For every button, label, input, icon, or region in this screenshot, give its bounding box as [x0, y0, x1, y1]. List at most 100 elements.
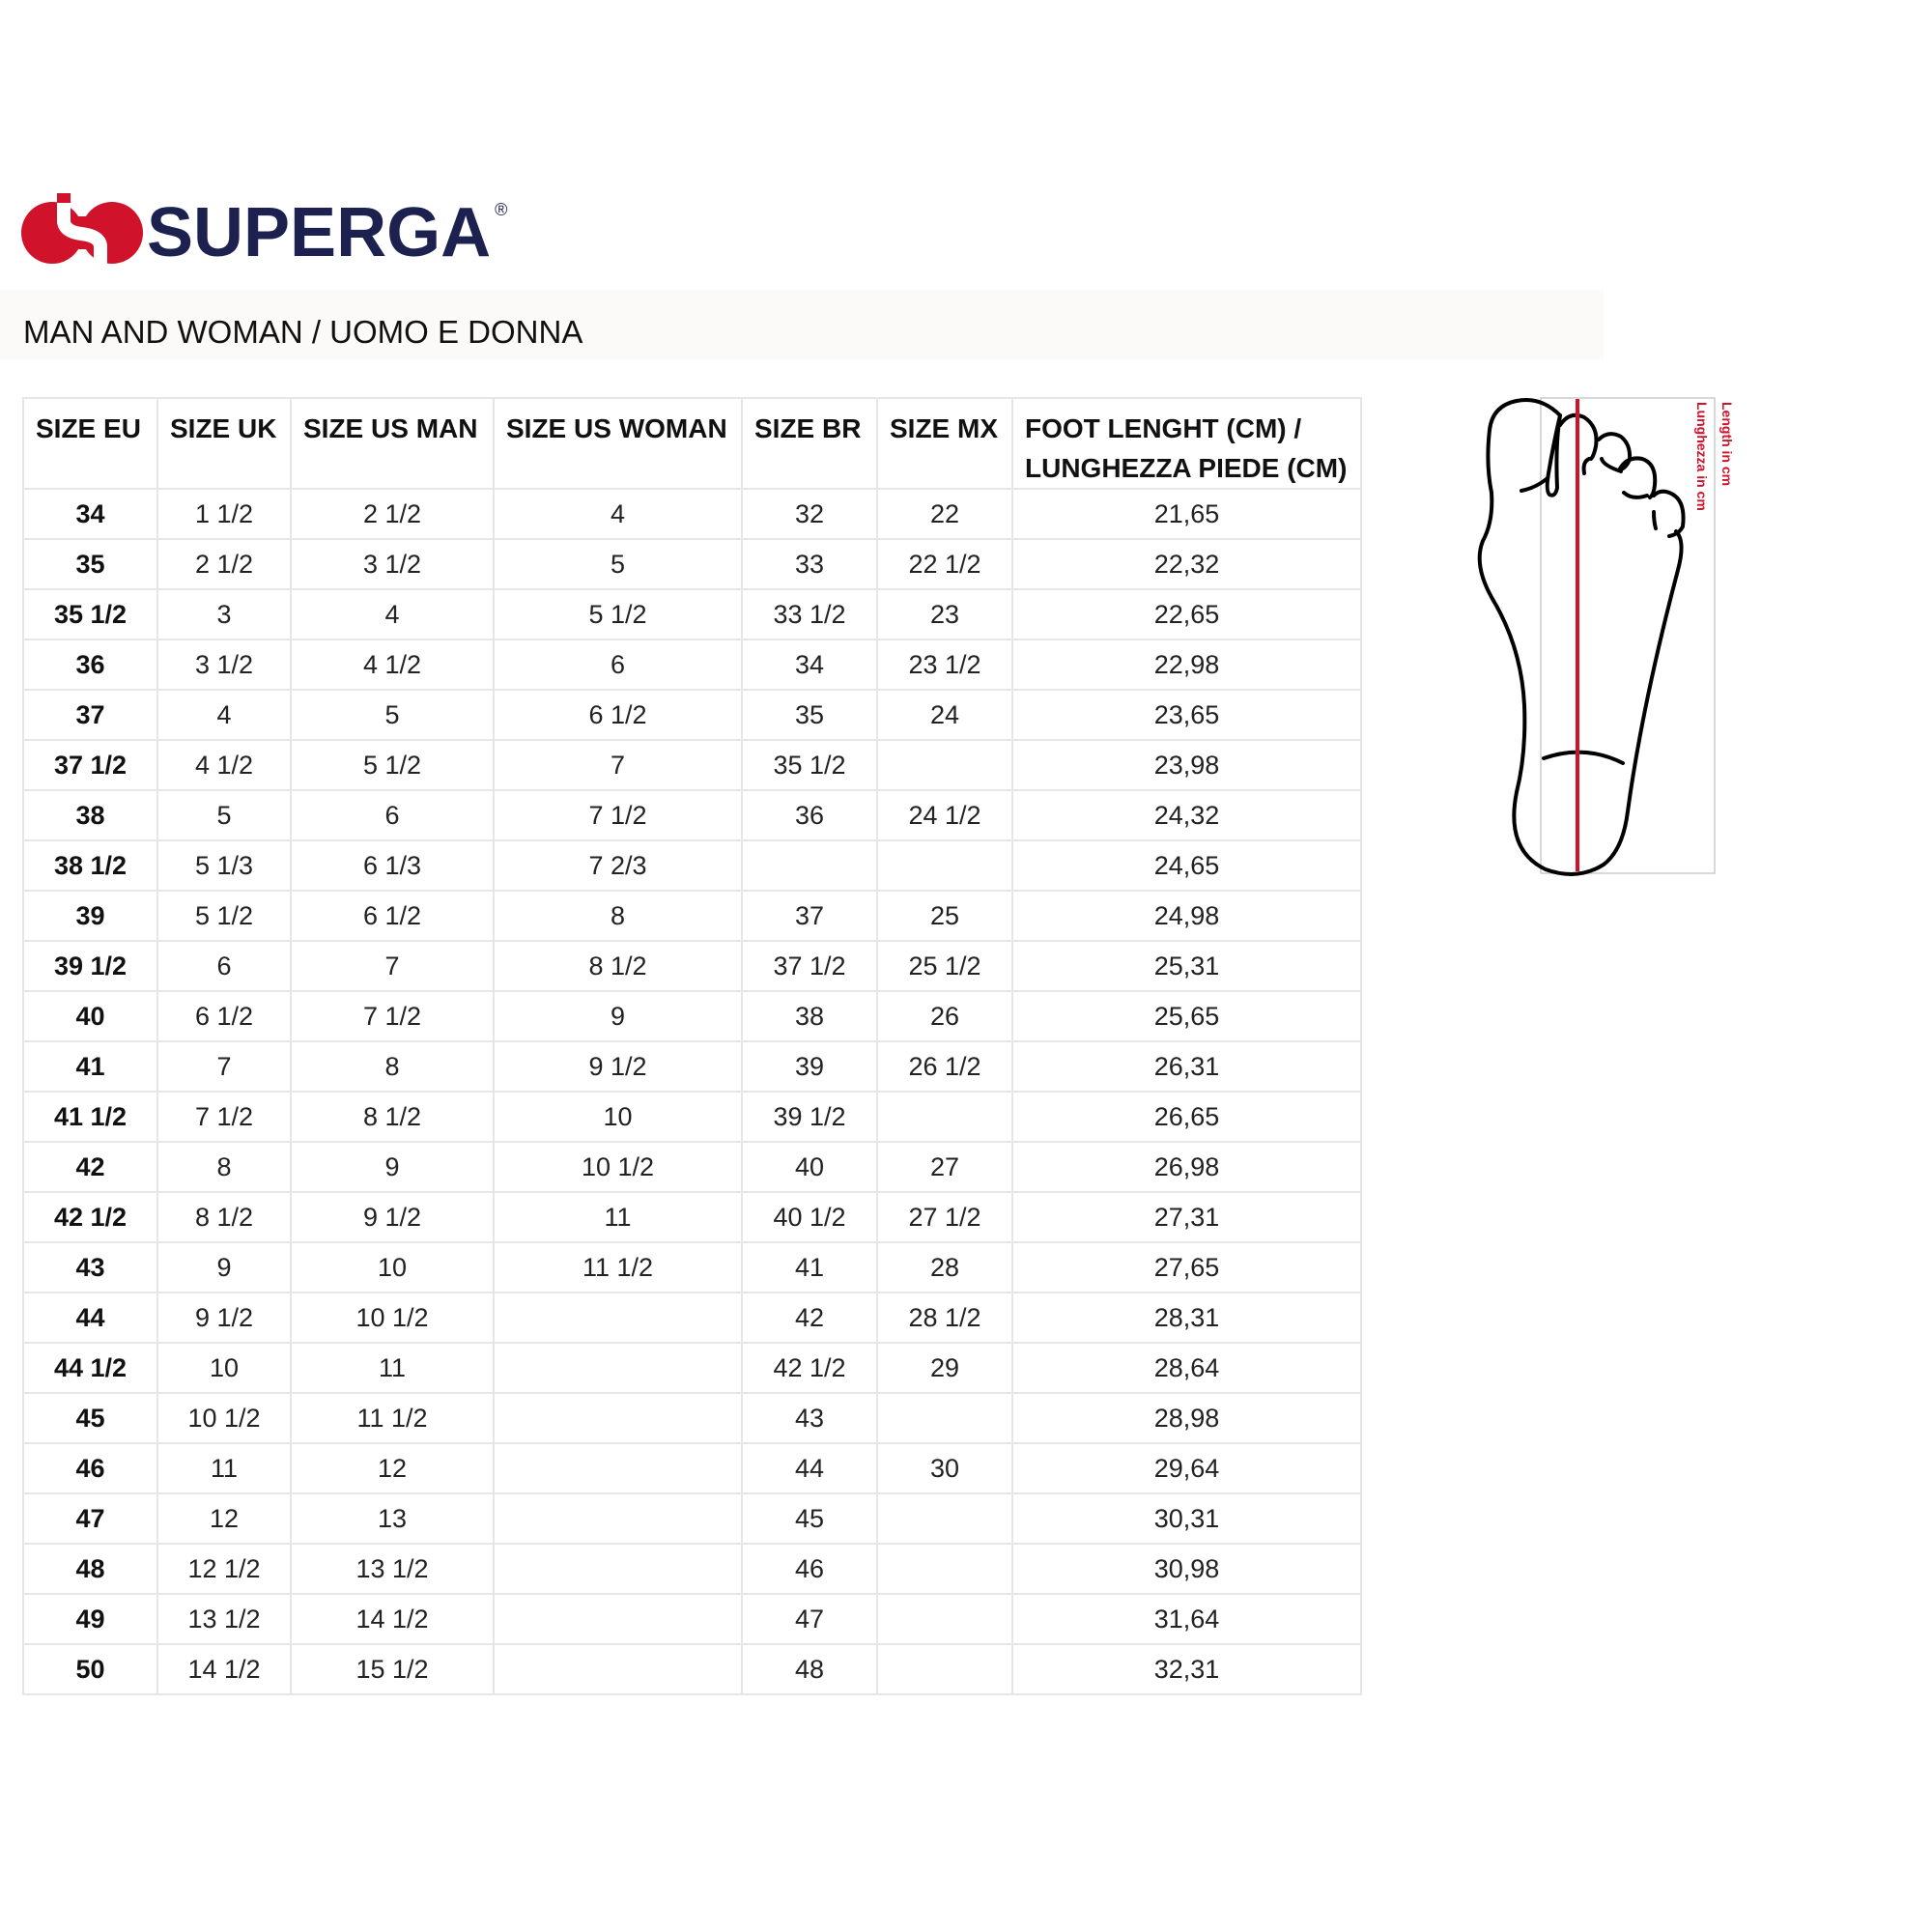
- table-cell: 22,98: [1011, 639, 1362, 691]
- table-cell: 29: [876, 1342, 1013, 1394]
- table-row: 36 3 1/2 4 1/2 6 34 23 1/2 22,98: [22, 639, 1362, 691]
- table-cell: 28 1/2: [876, 1292, 1013, 1344]
- table-cell: 28,31: [1011, 1292, 1362, 1344]
- table-cell: 4: [156, 689, 292, 741]
- table-row: 48 12 1/2 13 1/2 46 30,98: [22, 1543, 1362, 1595]
- table-cell: 27 1/2: [876, 1191, 1013, 1243]
- table-cell: 39: [741, 1040, 878, 1093]
- table-cell: [493, 1442, 743, 1494]
- foot-length-diagram: Length in cm Lunghezza in cm: [1449, 386, 1739, 966]
- table-cell: [493, 1342, 743, 1394]
- table-cell: 24 1/2: [876, 789, 1013, 841]
- table-cell: 4: [290, 588, 495, 640]
- table-cell: 5: [290, 689, 495, 741]
- table-cell: 3 1/2: [290, 538, 495, 590]
- table-cell: 39 1/2: [741, 1091, 878, 1143]
- table-cell: 7: [290, 940, 495, 992]
- table-cell: 24: [876, 689, 1013, 741]
- table-cell: 27,31: [1011, 1191, 1362, 1243]
- table-cell: 29,64: [1011, 1442, 1362, 1494]
- table-cell: 26 1/2: [876, 1040, 1013, 1093]
- table-cell: 8: [156, 1141, 292, 1193]
- table-cell: 6: [156, 940, 292, 992]
- table-cell: 39 1/2: [22, 940, 158, 992]
- table-cell: 22 1/2: [876, 538, 1013, 590]
- table-cell: 3: [156, 588, 292, 640]
- table-cell: 10 1/2: [156, 1392, 292, 1444]
- table-cell: [876, 1492, 1013, 1545]
- table-cell: 41: [22, 1040, 158, 1093]
- table-cell: 40: [741, 1141, 878, 1193]
- table-cell: 9 1/2: [290, 1191, 495, 1243]
- length-label-en: Length in cm: [1719, 402, 1735, 487]
- column-header: FOOT LENGHT (CM) / LUNGHEZZA PIEDE (CM): [1011, 397, 1362, 490]
- table-row: 42 1/2 8 1/2 9 1/2 11 40 1/2 27 1/2 27,31: [22, 1191, 1362, 1243]
- table-cell: 30: [876, 1442, 1013, 1494]
- table-cell: 21,65: [1011, 488, 1362, 540]
- table-cell: [876, 739, 1013, 791]
- table-row: 42 8 9 10 1/2 40 27 26,98: [22, 1141, 1362, 1193]
- table-cell: 42: [22, 1141, 158, 1193]
- table-cell: 43: [741, 1392, 878, 1444]
- table-cell: [876, 1643, 1013, 1695]
- table-cell: 6 1/2: [156, 990, 292, 1042]
- table-cell: 28: [876, 1241, 1013, 1293]
- table-cell: 6 1/3: [290, 839, 495, 892]
- table-cell: 11: [156, 1442, 292, 1494]
- table-cell: 11: [493, 1191, 743, 1243]
- table-cell: [876, 839, 1013, 892]
- table-cell: 6: [493, 639, 743, 691]
- table-cell: 42: [741, 1292, 878, 1344]
- table-row: 35 1/2 3 4 5 1/2 33 1/2 23 22,65: [22, 588, 1362, 640]
- table-cell: 37: [741, 890, 878, 942]
- table-cell: 15 1/2: [290, 1643, 495, 1695]
- table-cell: 25,31: [1011, 940, 1362, 992]
- table-cell: 4 1/2: [156, 739, 292, 791]
- table-cell: 40 1/2: [741, 1191, 878, 1243]
- table-cell: 10: [156, 1342, 292, 1394]
- table-row: 34 1 1/2 2 1/2 4 32 22 21,65: [22, 488, 1362, 540]
- table-cell: 33 1/2: [741, 588, 878, 640]
- table-cell: 31,64: [1011, 1593, 1362, 1645]
- table-cell: 41: [741, 1241, 878, 1293]
- table-cell: [876, 1543, 1013, 1595]
- table-cell: 45: [741, 1492, 878, 1545]
- table-cell: 10: [493, 1091, 743, 1143]
- superga-logo: SUPERGA ®: [21, 189, 507, 276]
- table-cell: [876, 1392, 1013, 1444]
- table-cell: 37: [22, 689, 158, 741]
- table-cell: 38 1/2: [22, 839, 158, 892]
- table-cell: 27,65: [1011, 1241, 1362, 1293]
- table-cell: 7 1/2: [290, 990, 495, 1042]
- table-cell: 43: [22, 1241, 158, 1293]
- table-cell: 50: [22, 1643, 158, 1695]
- table-cell: 10: [290, 1241, 495, 1293]
- table-cell: 23: [876, 588, 1013, 640]
- table-cell: 24,98: [1011, 890, 1362, 942]
- table-cell: 11: [290, 1342, 495, 1394]
- table-cell: [493, 1492, 743, 1545]
- table-cell: 9 1/2: [156, 1292, 292, 1344]
- table-cell: [741, 839, 878, 892]
- table-cell: [493, 1392, 743, 1444]
- foot-outline-icon: [1477, 397, 1716, 876]
- table-cell: 34: [741, 639, 878, 691]
- table-cell: 2 1/2: [290, 488, 495, 540]
- table-row: 37 1/2 4 1/2 5 1/2 7 35 1/2 23,98: [22, 739, 1362, 791]
- table-cell: [493, 1643, 743, 1695]
- table-cell: 39: [22, 890, 158, 942]
- table-cell: 26,98: [1011, 1141, 1362, 1193]
- table-cell: 47: [741, 1593, 878, 1645]
- table-cell: 28,64: [1011, 1342, 1362, 1394]
- title-band: [0, 290, 1604, 359]
- table-cell: 7 1/2: [156, 1091, 292, 1143]
- table-cell: 36: [741, 789, 878, 841]
- table-cell: 8: [493, 890, 743, 942]
- table-cell: 48: [22, 1543, 158, 1595]
- table-row: 41 7 8 9 1/2 39 26 1/2 26,31: [22, 1040, 1362, 1093]
- table-cell: 26,65: [1011, 1091, 1362, 1143]
- table-cell: 14 1/2: [156, 1643, 292, 1695]
- table-cell: 44: [22, 1292, 158, 1344]
- table-cell: 8 1/2: [290, 1091, 495, 1143]
- table-cell: 49: [22, 1593, 158, 1645]
